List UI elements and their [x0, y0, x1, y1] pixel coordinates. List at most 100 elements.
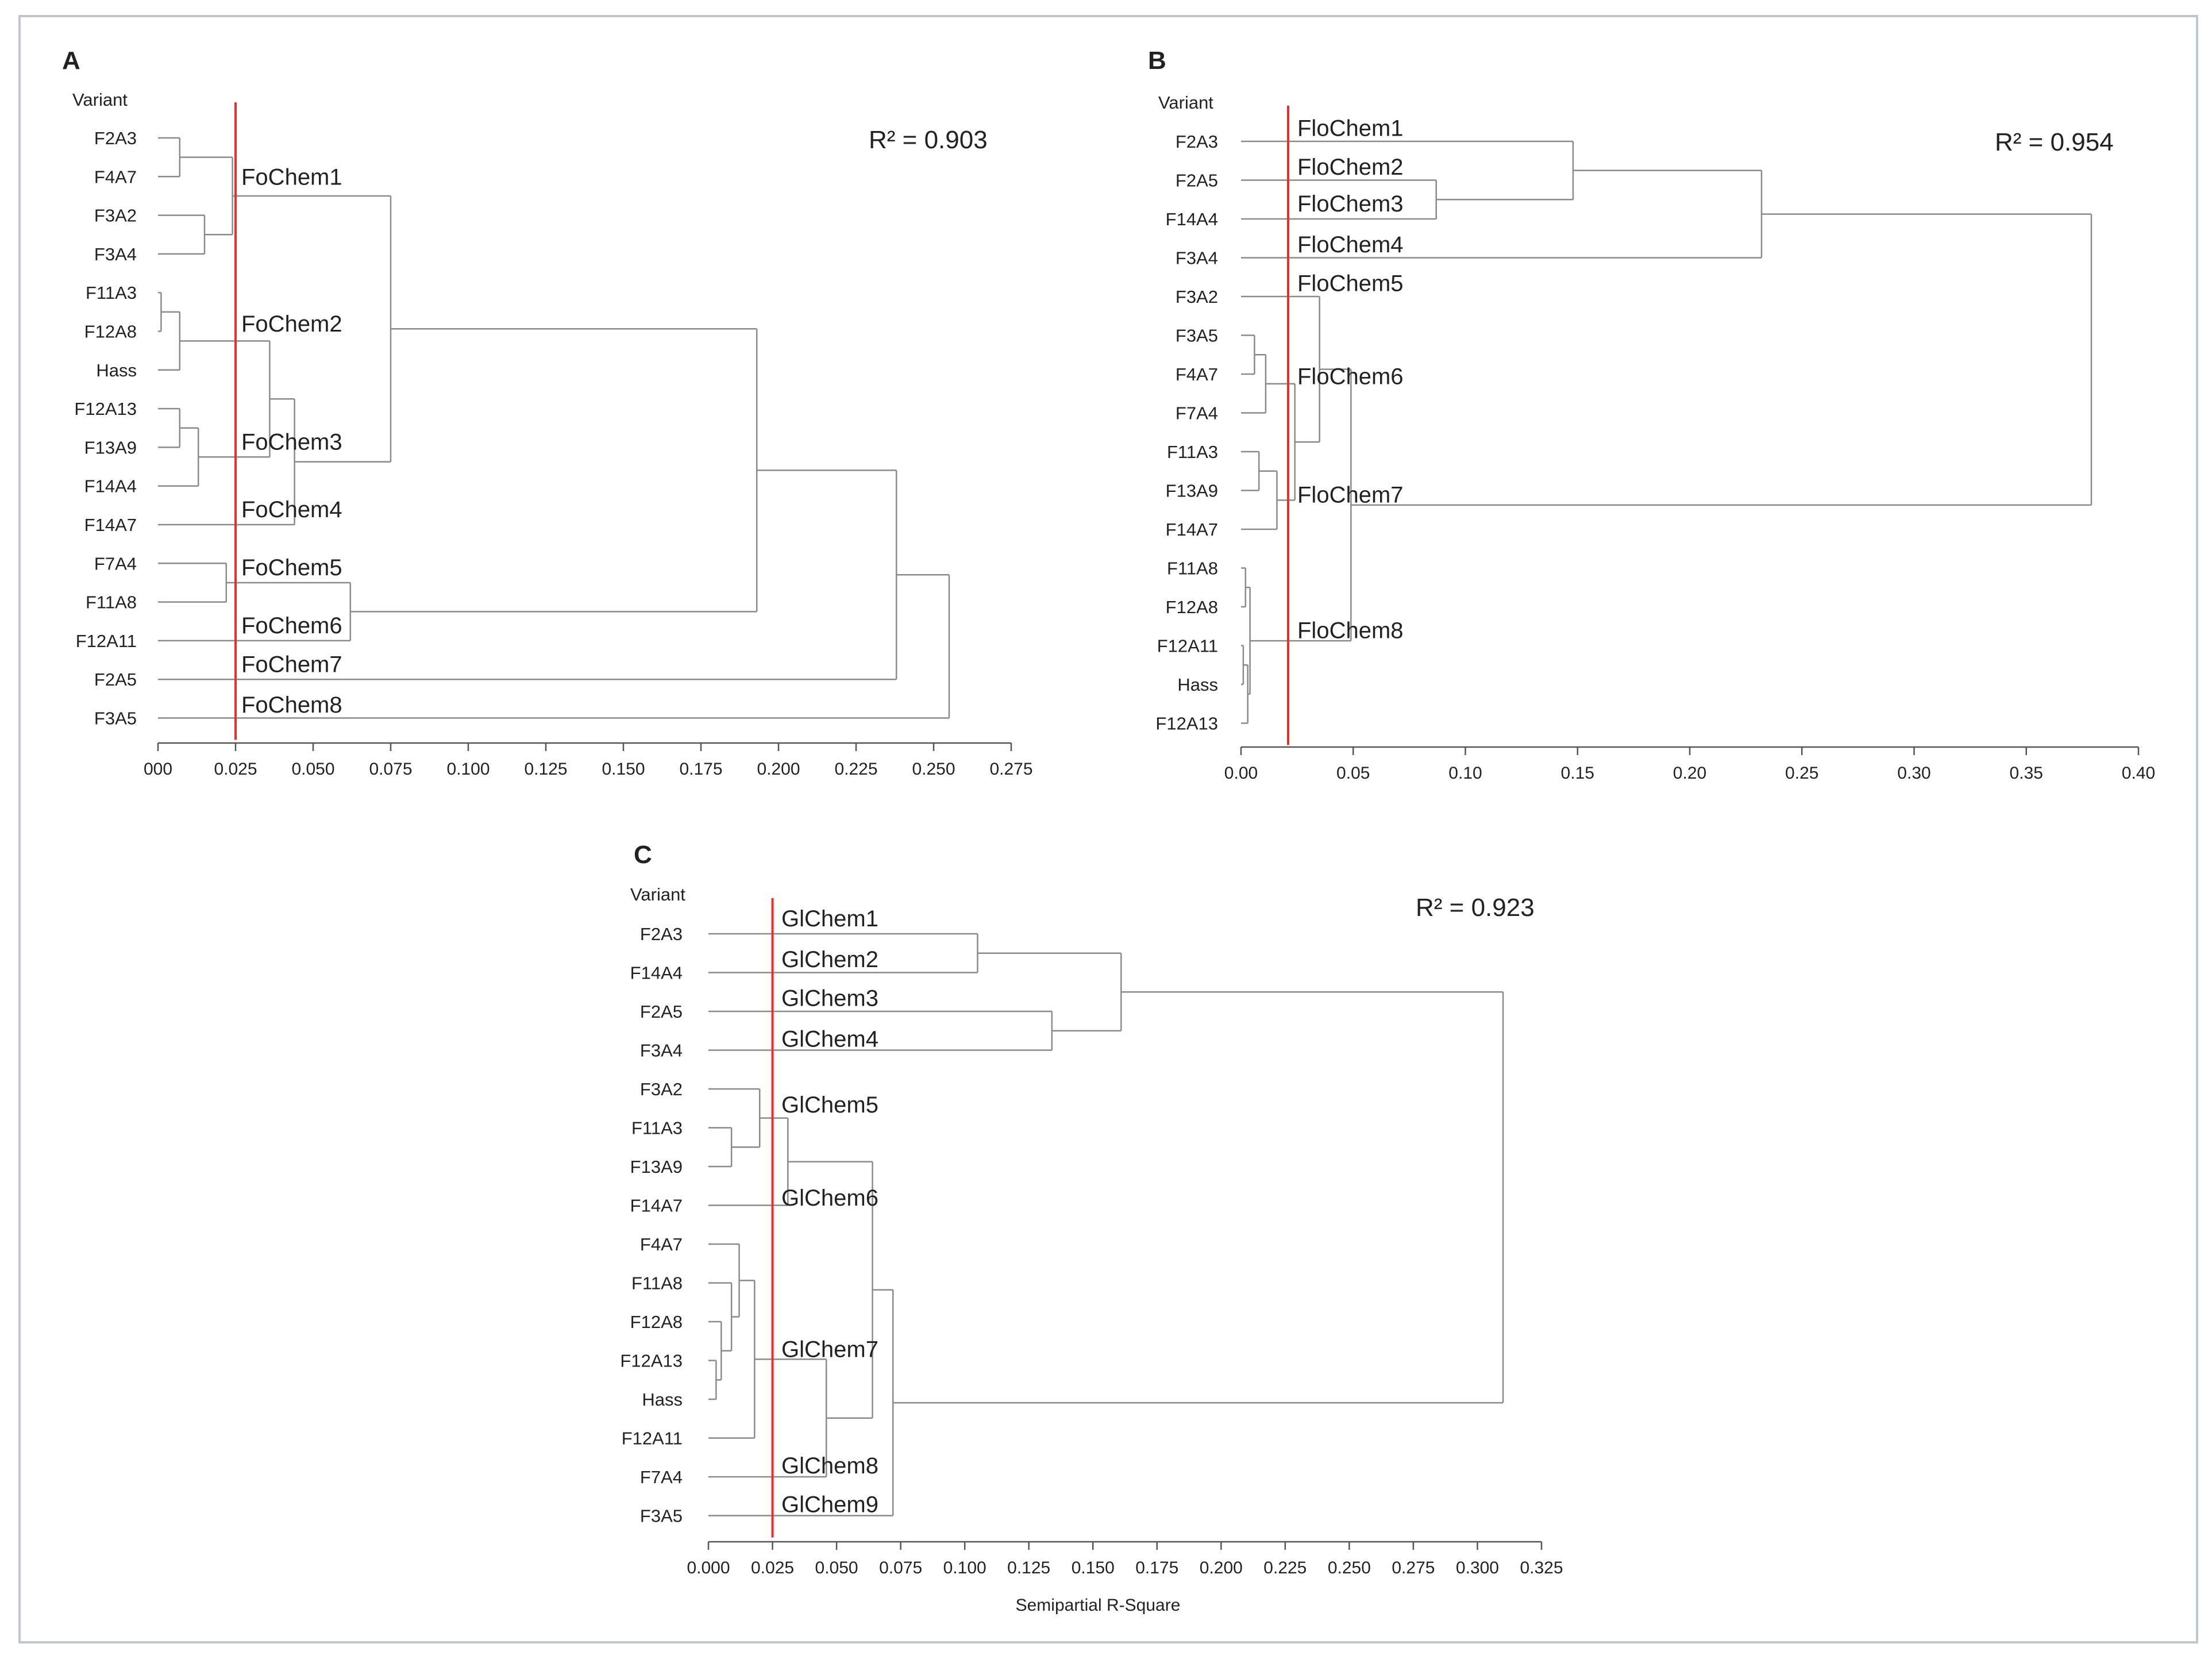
leaf-label: F7A4 — [1176, 403, 1218, 424]
cluster-label: FloChem3 — [1297, 191, 1404, 217]
leaf-label: F3A5 — [640, 1506, 683, 1526]
x-tick-label: 0.250 — [912, 760, 955, 779]
x-tick-label: 0.40 — [2122, 764, 2155, 783]
leaf-label: F12A13 — [74, 399, 137, 419]
x-tick-label: 0.075 — [369, 760, 412, 779]
leaf-label: F3A4 — [1176, 248, 1218, 268]
leaf-label: F13A9 — [1166, 481, 1218, 501]
x-tick-label: 0.225 — [1263, 1558, 1307, 1577]
cluster-label: GlChem4 — [781, 1026, 878, 1052]
x-tick-label: 0.000 — [687, 1558, 730, 1577]
leaf-label: F2A5 — [640, 1002, 683, 1022]
leaf-label: F13A9 — [84, 437, 137, 457]
leaf-label: F12A8 — [1166, 597, 1218, 617]
leaf-label: Hass — [642, 1389, 683, 1410]
dendrogram-panel-c: C Variant R² = 0.923 F2A3 F14A4 F2A5 F3A4 F3… — [620, 841, 1563, 1615]
x-tick-label: 0.00 — [1224, 764, 1258, 783]
leaf-label: F11A8 — [631, 1273, 683, 1294]
panel-letter: B — [1148, 47, 1166, 75]
x-tick-label: 0.275 — [989, 760, 1032, 779]
leaf-label: F12A11 — [1157, 636, 1218, 656]
x-tick-label: 0.175 — [1135, 1558, 1178, 1577]
row-header: Variant — [630, 884, 685, 904]
leaf-label: F11A3 — [1167, 442, 1218, 462]
leaf-label: F2A3 — [1176, 132, 1218, 152]
cluster-label: FoChem2 — [241, 311, 342, 337]
cluster-label: GlChem6 — [781, 1185, 878, 1211]
leaf-label: F3A5 — [1176, 326, 1218, 346]
r-squared-label: R² = 0.923 — [1416, 894, 1535, 922]
x-tick-label: 0.175 — [679, 760, 722, 779]
x-tick-label: 0.20 — [1673, 764, 1706, 783]
x-tick-label: 0.10 — [1448, 764, 1482, 783]
x-axis: 0.000 0.025 0.050 0.075 0.100 0.125 0.150 0.175… — [687, 1541, 1563, 1577]
dendrogram-tree — [708, 933, 1504, 1516]
leaf-label: F3A2 — [640, 1079, 683, 1099]
cluster-label: FoChem7 — [241, 652, 342, 677]
cluster-label: FoChem3 — [241, 429, 342, 455]
leaf-label: F12A13 — [620, 1351, 683, 1371]
x-axis: 000 0.025 0.050 0.075 0.100 0.125 0.150 0.175 0.… — [144, 742, 1033, 779]
r-squared-label: R² = 0.903 — [869, 126, 988, 154]
leaf-label: F14A7 — [84, 515, 137, 535]
leaf-label: F7A4 — [640, 1467, 683, 1487]
x-tick-label: 0.050 — [815, 1558, 858, 1577]
leaf-labels: F2A3 F14A4 F2A5 F3A4 F3A2 F11A3 F13A9 F14A7 F4A7… — [620, 924, 683, 1526]
x-tick-label: 0.100 — [943, 1558, 986, 1577]
cluster-label: GlChem3 — [781, 986, 878, 1011]
x-tick-label: 0.200 — [757, 760, 800, 779]
leaf-labels: F2A3 F4A7 F3A2 F3A4 F11A3 F12A8 Hass F12A13 F13A… — [74, 128, 137, 729]
x-tick-label: 0.150 — [602, 760, 645, 779]
cluster-labels: FloChem1 FloChem2 FloChem3 FloChem4 FloChem5… — [1297, 116, 1404, 643]
x-tick-label: 0.125 — [524, 760, 567, 779]
dendrogram-panel-a: A Variant R² = 0.903 F2A3 F4A7 F3A2 F3A4 F11… — [62, 47, 1033, 779]
x-tick-label: 0.300 — [1456, 1558, 1499, 1577]
cluster-labels: FoChem1 FoChem2 FoChem3 FoChem4 FoChem5 FoChe… — [241, 164, 342, 718]
leaf-label: F12A13 — [1155, 714, 1218, 734]
cluster-label: FoChem4 — [241, 497, 342, 522]
x-tick-label: 0.225 — [834, 760, 877, 779]
leaf-label: F14A7 — [630, 1196, 683, 1216]
leaf-label: F11A8 — [86, 592, 137, 613]
cluster-label: FloChem2 — [1297, 155, 1404, 180]
cluster-label: FoChem6 — [241, 613, 342, 638]
x-tick-label: 0.050 — [291, 760, 334, 779]
x-tick-label: 0.200 — [1200, 1558, 1243, 1577]
x-tick-label: 0.15 — [1561, 764, 1594, 783]
dendrogram-tree — [1241, 140, 2092, 724]
x-tick-label: 0.05 — [1336, 764, 1370, 783]
row-header: Variant — [72, 90, 128, 110]
dendrogram-tree — [158, 137, 950, 719]
leaf-label: F2A5 — [94, 669, 137, 690]
x-tick-label: 0.250 — [1328, 1558, 1371, 1577]
cluster-labels: GlChem1 GlChem2 GlChem3 GlChem4 GlChem5 GlChe… — [781, 906, 878, 1517]
cluster-label: FloChem4 — [1297, 232, 1404, 257]
leaf-label: F2A3 — [640, 924, 683, 944]
leaf-label: Hass — [1177, 675, 1218, 695]
x-tick-label: 0.125 — [1007, 1558, 1050, 1577]
x-tick-label: 0.100 — [446, 760, 490, 779]
leaf-label: F12A11 — [76, 631, 137, 651]
panel-letter: C — [634, 841, 652, 869]
leaf-label: F4A7 — [640, 1234, 683, 1254]
leaf-label: F11A3 — [631, 1118, 683, 1138]
leaf-label: F14A4 — [630, 963, 683, 983]
cluster-label: FoChem8 — [241, 692, 342, 718]
leaf-label: F12A8 — [630, 1312, 683, 1332]
leaf-label: F3A2 — [94, 206, 137, 226]
x-tick-label: 000 — [144, 760, 172, 779]
cluster-label: GlChem8 — [781, 1453, 878, 1479]
leaf-label: F7A4 — [94, 553, 137, 573]
x-tick-label: 0.025 — [214, 760, 257, 779]
x-tick-label: 0.325 — [1520, 1558, 1563, 1577]
dendrogram-panel-b: B Variant R² = 0.954 F2A3 F2A5 F14A4 F3A4 F3… — [1148, 47, 2155, 783]
leaf-label: F11A3 — [86, 283, 137, 303]
cluster-label: GlChem9 — [781, 1492, 878, 1517]
leaf-label: F3A4 — [640, 1041, 683, 1061]
leaf-label: F3A5 — [94, 709, 137, 729]
cluster-label: GlChem1 — [781, 906, 878, 931]
cluster-label: FloChem1 — [1297, 116, 1404, 141]
leaf-label: F12A8 — [84, 322, 137, 342]
cluster-label: FloChem7 — [1297, 482, 1404, 507]
